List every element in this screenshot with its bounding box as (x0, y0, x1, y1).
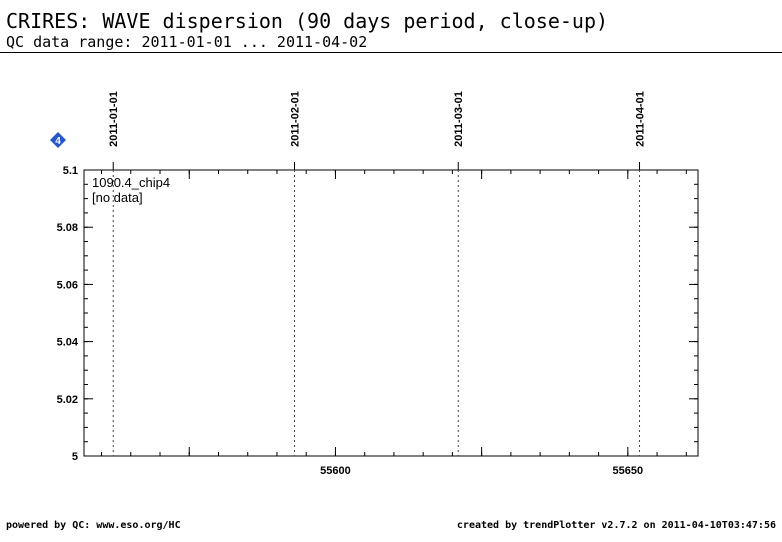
y-tick-label: 5.08 (57, 222, 78, 234)
y-tick-label: 5 (72, 451, 78, 463)
x-tick-label: 55600 (320, 465, 351, 477)
series-annotation: 1090.4_chip4 (92, 175, 170, 190)
dataset-marker-icon: 4 (50, 132, 66, 148)
header-divider (0, 52, 782, 53)
date-marker-label: 2011-01-01 (108, 91, 120, 147)
y-axis: 5.1 5.08 5.06 5.04 5.02 5 (57, 165, 698, 463)
date-marker-label: 2011-02-01 (290, 91, 302, 147)
x-axis: 55600 55650 (101, 170, 687, 477)
date-marker-label: 2011-04-01 (635, 91, 647, 147)
date-markers: 2011-01-01 2011-02-01 2011-03-01 2011-04-01 (108, 91, 647, 456)
footer-powered-by: powered by QC: www.eso.org/HC (6, 520, 181, 531)
y-tick-label: 5.06 (57, 279, 78, 291)
chart-title: CRIRES: WAVE dispersion (90 days period,… (6, 9, 609, 33)
x-tick-label: 55650 (613, 465, 644, 477)
marker-diamond (50, 132, 66, 148)
y-tick-label: 5.02 (57, 394, 78, 406)
marker-label: 4 (55, 136, 61, 147)
y-tick-label: 5.04 (57, 337, 79, 349)
no-data-annotation: [no data] (92, 190, 143, 205)
footer-created-by: created by trendPlotter v2.7.2 on 2011-0… (456, 520, 776, 531)
plot-frame (83, 169, 699, 457)
y-tick-label: 5.1 (63, 165, 78, 177)
chart-subtitle: QC data range: 2011-01-01 ... 2011-04-02 (6, 33, 368, 51)
date-marker-label: 2011-03-01 (453, 91, 465, 147)
